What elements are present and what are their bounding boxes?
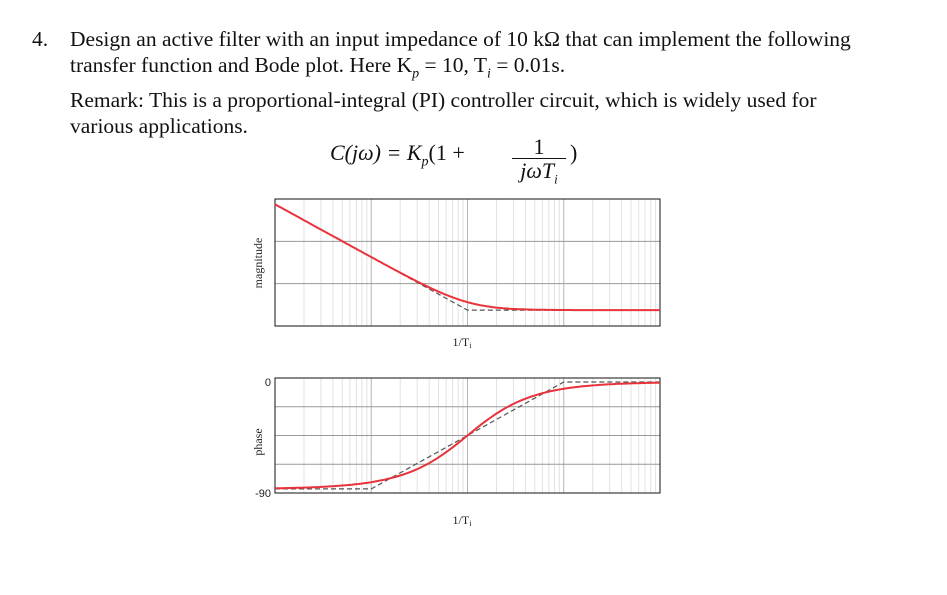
magnitude-plot: magnitude 1/Ti	[251, 198, 661, 350]
ti-value: = 0.01s.	[496, 53, 566, 77]
transfer-function-equation: C(jω) = Kp(1 + 1 jωTi )	[330, 136, 577, 187]
fraction-denominator: jωTi	[510, 159, 568, 191]
phase-ytick-0: 0	[265, 377, 271, 389]
problem-line-4: various applications.	[70, 114, 248, 139]
magnitude-curve	[274, 203, 660, 312]
fraction-bar	[512, 158, 566, 159]
kp-subscript: p	[412, 66, 420, 82]
problem-line-1: Design an active filter with an input im…	[70, 27, 851, 51]
problem-body: Design an active filter with an input im…	[70, 26, 930, 139]
equation-close: )	[570, 140, 578, 165]
problem-number: 4.	[32, 27, 49, 51]
magnitude-xlabel: 1/Ti	[453, 335, 473, 350]
phase-frame	[274, 377, 661, 494]
problem-line-2: transfer function and Bode plot. Here Kp…	[70, 52, 930, 87]
phase-plot: phase 0 -90 1/Ti	[251, 377, 661, 528]
problem-line-3: Remark: This is a proportional-integral …	[70, 88, 817, 113]
magnitude-ylabel: magnitude	[251, 238, 265, 289]
phase-xlabel-sub: i	[469, 519, 472, 528]
ti-subscript: i	[486, 66, 491, 82]
fraction-denominator-text: jωT	[520, 158, 555, 183]
equation-lhs: C(jω) = K	[330, 140, 422, 165]
equation-lhs-sub: p	[421, 154, 429, 170]
phase-xlabel: 1/Ti	[453, 513, 473, 528]
problem-line-2-text: transfer function and Bode plot. Here K	[70, 53, 413, 77]
phase-ylabel: phase	[251, 428, 265, 455]
phase-asymptote	[275, 381, 660, 490]
kp-value: = 10, T	[424, 53, 487, 77]
magnitude-xlabel-sub: i	[469, 341, 472, 350]
phase-curve	[274, 381, 660, 490]
fraction-denominator-sub: i	[554, 171, 558, 187]
magnitude-grid	[275, 199, 660, 326]
equation-fraction: 1 jωTi	[510, 136, 568, 191]
fraction-numerator: 1	[533, 134, 545, 159]
phase-xlabel-text: 1/T	[453, 513, 470, 527]
magnitude-xlabel-text: 1/T	[453, 335, 470, 349]
phase-ytick-minus90: -90	[255, 488, 271, 500]
phase-grid	[275, 378, 660, 493]
magnitude-frame	[274, 198, 661, 327]
equation-mid: (1 +	[428, 140, 465, 165]
